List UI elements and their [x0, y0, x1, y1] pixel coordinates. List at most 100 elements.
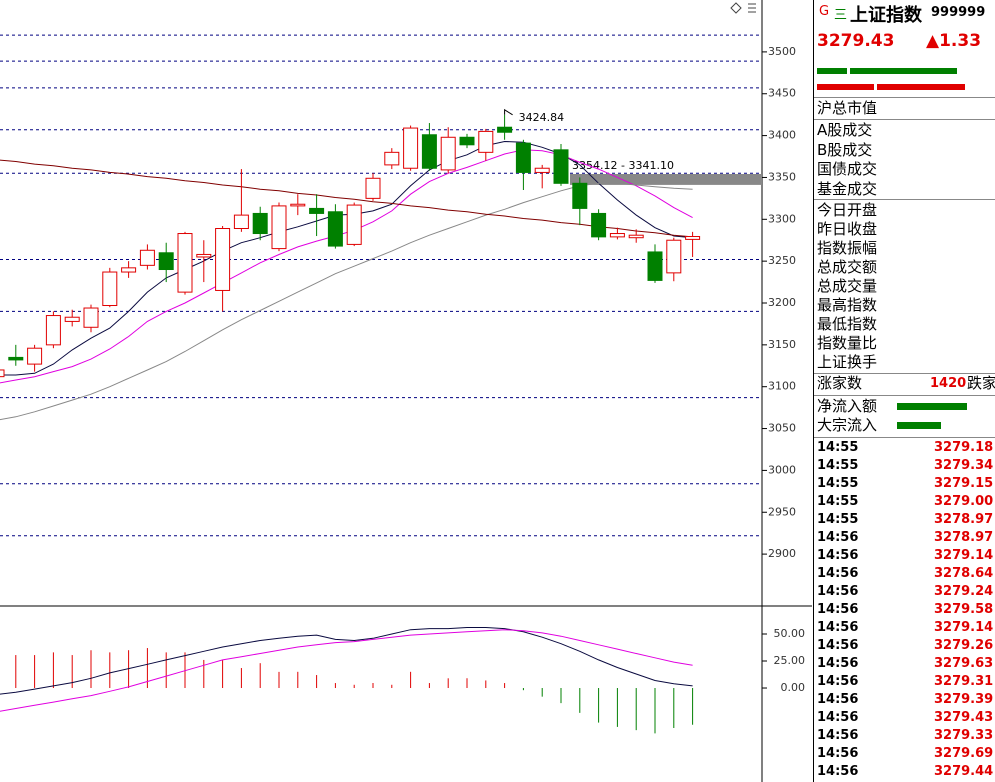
candle-body [121, 267, 137, 273]
candle-body [8, 356, 24, 361]
row-label: 基金成交 [817, 179, 878, 198]
tick-price: 3279.14 [934, 620, 994, 635]
row-label: 指数量比 [817, 334, 878, 352]
high-label: 3424.84 [519, 111, 565, 124]
toolbar-icon[interactable] [748, 3, 756, 13]
candle-body [0, 369, 5, 378]
ma-line [0, 159, 693, 238]
candle-body [139, 249, 155, 266]
separator [814, 395, 995, 396]
advance-count: 1420 [930, 376, 967, 391]
tick-price: 3279.33 [934, 728, 994, 743]
row-label: 总成交量 [817, 277, 878, 295]
row-label: 总成交额 [817, 258, 878, 276]
tick-time: 14:56 [817, 638, 859, 653]
tick-time: 14:55 [817, 512, 859, 527]
tick-time: 14:56 [817, 584, 859, 599]
candle-body [327, 211, 343, 247]
separator [814, 119, 995, 120]
row-label: B股成交 [817, 140, 873, 159]
y-tick-label: 3150 [768, 338, 796, 351]
separator [814, 373, 995, 374]
macd-line [0, 629, 693, 712]
volume-bar [877, 84, 965, 90]
candle-body [158, 252, 174, 271]
y-tick-label: 3500 [768, 45, 796, 58]
tick-price: 3279.69 [934, 746, 994, 761]
y-tick-label: 0.00 [781, 681, 806, 694]
candle-body [628, 234, 644, 239]
y-tick-label: 3350 [768, 170, 796, 183]
tick-time: 14:56 [817, 602, 859, 617]
candle-body [309, 207, 325, 214]
y-tick-label: 3250 [768, 254, 796, 267]
ma-line [0, 140, 693, 376]
tick-price: 3279.26 [934, 638, 994, 653]
candle-body [497, 126, 513, 133]
candle-body [27, 347, 43, 365]
candle-body [666, 239, 682, 274]
row-label: 今日开盘 [817, 201, 878, 219]
candle-body [421, 134, 437, 169]
tick-price: 3279.00 [934, 494, 994, 509]
candle-body [384, 151, 400, 166]
tick-price: 3279.24 [934, 584, 994, 599]
volume-bar [817, 68, 847, 74]
tick-price: 3279.18 [934, 440, 994, 455]
tick-time: 14:56 [817, 620, 859, 635]
badge: G [819, 4, 830, 19]
candle-body [271, 205, 287, 250]
tick-time: 14:56 [817, 764, 859, 779]
candle-body [685, 236, 701, 240]
candle-body [515, 142, 531, 173]
row-label: 跌家 [967, 374, 995, 392]
tick-price: 3278.97 [934, 530, 994, 545]
y-tick-label: 3400 [768, 129, 796, 142]
high-flag [504, 108, 513, 116]
tick-price: 3278.97 [934, 512, 994, 527]
candle-body [440, 136, 456, 171]
candle-body [83, 307, 99, 328]
tick-time: 14:55 [817, 476, 859, 491]
row-label: 国债成交 [817, 160, 878, 178]
row-label: 净流入额 [817, 397, 878, 415]
candle-body [478, 130, 494, 153]
badge[interactable]: 三 [834, 8, 848, 23]
tick-time: 14:56 [817, 674, 859, 689]
tick-price: 3279.63 [934, 656, 994, 671]
tick-time: 14:56 [817, 710, 859, 725]
tick-price: 3279.43 [934, 710, 994, 725]
tick-time: 14:56 [817, 746, 859, 761]
price: 3279.43 [817, 31, 895, 51]
y-tick-label: 3200 [768, 296, 796, 309]
y-tick-label: 50.00 [774, 627, 806, 640]
tick-time: 14:56 [817, 692, 859, 707]
volume-bar [817, 84, 874, 90]
chart: 2900 2950 3000 3050 3100 3150 3200 3250 3300 3350… [0, 0, 812, 782]
y-tick-label: 3100 [768, 380, 796, 393]
candle-body [534, 167, 550, 173]
tick-price: 3278.64 [934, 566, 994, 581]
y-tick-label: 3050 [768, 422, 796, 435]
tick-price: 3279.44 [934, 764, 994, 779]
tick-price: 3279.14 [934, 548, 994, 563]
toolbar-icon[interactable] [730, 2, 742, 14]
candle-body [572, 182, 588, 209]
y-tick-label: 2950 [768, 505, 796, 518]
tick-time: 14:55 [817, 458, 859, 473]
y-tick-label: 25.00 [774, 654, 806, 667]
candle-body [647, 251, 663, 281]
index-name: 上证指数 [850, 5, 922, 26]
tick-time: 14:56 [817, 530, 859, 545]
flow-bar [897, 403, 967, 410]
row-label: 上证换手 [817, 353, 878, 371]
flow-bar [897, 422, 941, 429]
candle-body [403, 127, 419, 169]
row-label: A股成交 [817, 121, 873, 139]
quote-panel: G 三 上证指数 999999 3279.43 ▲1.33 沪总市值 涨家数 1… [813, 0, 995, 782]
separator [814, 437, 995, 438]
tick-price: 3279.58 [934, 602, 994, 617]
change: ▲1.33 [926, 31, 982, 51]
y-tick-label: 2900 [768, 547, 796, 560]
volume-bar [850, 68, 957, 74]
